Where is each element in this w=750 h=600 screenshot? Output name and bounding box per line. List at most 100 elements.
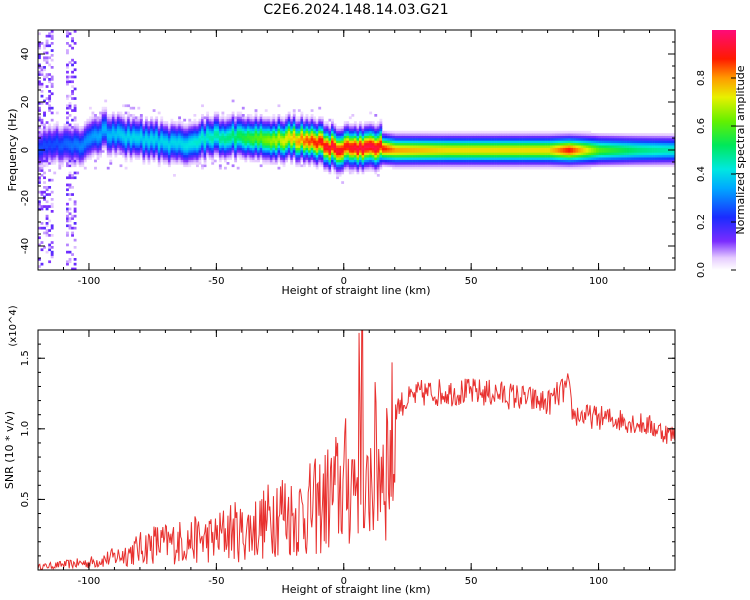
heatmap-cell: [511, 157, 515, 160]
heatmap-cell: [506, 159, 510, 163]
heatmap-cell: [478, 150, 482, 153]
heatmap-cell: [476, 140, 480, 144]
heatmap-cell: [338, 162, 342, 165]
heatmap-cell: [280, 162, 283, 165]
heatmap-cell: [501, 154, 505, 158]
heatmap-cell: [590, 150, 594, 153]
heatmap-cell: [359, 130, 362, 134]
heatmap-cell: [155, 123, 159, 127]
heatmap-cell: [272, 118, 276, 122]
heatmap-cell: [137, 118, 141, 122]
heatmap-cell: [412, 164, 416, 168]
heatmap-cell: [139, 147, 143, 151]
heatmap-cell: [356, 150, 360, 153]
heatmap-cell: [124, 111, 128, 115]
heatmap-cell: [73, 106, 77, 110]
heatmap-cell: [50, 78, 54, 81]
heatmap-cell: [532, 150, 536, 153]
heatmap-cell: [282, 164, 286, 168]
heatmap-cell: [359, 154, 362, 158]
heatmap-cell: [40, 154, 44, 158]
heatmap-cell: [613, 159, 617, 163]
heatmap-cell: [116, 145, 120, 148]
heatmap-cell: [522, 162, 525, 165]
heatmap-cell: [315, 130, 319, 134]
heatmap-cell: [545, 150, 548, 153]
heatmap-cell: [598, 147, 602, 151]
heatmap-cell: [524, 147, 528, 151]
heatmap-cell: [562, 135, 566, 139]
heatmap-cell: [359, 162, 362, 165]
heatmap-cell: [410, 135, 413, 139]
heatmap-cell: [63, 157, 67, 160]
heatmap-cell: [315, 152, 319, 156]
heatmap-cell: [229, 123, 232, 127]
heatmap-cell: [376, 140, 380, 144]
heatmap-cell: [142, 145, 146, 148]
heatmap-cell: [73, 157, 77, 160]
heatmap-cell: [58, 130, 62, 134]
heatmap-cell: [285, 114, 289, 117]
heatmap-cell: [213, 130, 217, 134]
heatmap-cell: [476, 135, 480, 139]
heatmap-cell: [249, 140, 253, 144]
heatmap-cell: [216, 147, 220, 151]
heatmap-cell: [71, 130, 74, 134]
heatmap-cell: [129, 133, 133, 136]
heatmap-cell: [545, 145, 548, 148]
heatmap-cell: [236, 133, 240, 136]
heatmap-cell: [246, 130, 250, 134]
heatmap-cell: [478, 135, 482, 139]
heatmap-cell: [193, 130, 197, 134]
heatmap-cell: [654, 157, 658, 160]
heatmap-cell: [537, 166, 541, 170]
heatmap-cell: [226, 150, 230, 153]
heatmap-cell: [183, 128, 187, 132]
heatmap-cell: [262, 123, 266, 127]
heatmap-cell: [351, 150, 355, 153]
heatmap-cell: [315, 118, 319, 122]
heatmap-cell: [356, 166, 360, 170]
heatmap-cell: [208, 138, 212, 141]
heatmap-cell: [471, 130, 475, 134]
heatmap-cell: [412, 147, 416, 151]
heatmap-cell: [167, 140, 171, 144]
heatmap-cell: [432, 152, 436, 156]
heatmap-cell: [203, 154, 207, 158]
heatmap-cell: [272, 116, 276, 120]
heatmap-cell: [234, 116, 238, 120]
heatmap-cell: [644, 135, 648, 139]
heatmap-cell: [379, 130, 383, 134]
heatmap-cell: [73, 238, 77, 242]
heatmap-cell: [514, 142, 518, 146]
heatmap-cell: [142, 147, 146, 151]
heatmap-cell: [231, 133, 235, 136]
heatmap-cell: [412, 152, 416, 156]
heatmap-cell: [38, 114, 41, 117]
heatmap-cell: [313, 116, 317, 120]
heatmap-cell: [318, 145, 322, 148]
heatmap-cell: [501, 162, 505, 165]
heatmap-cell: [399, 147, 403, 151]
heatmap-cell: [127, 116, 131, 120]
heatmap-cell: [343, 157, 347, 160]
heatmap-cell: [226, 121, 230, 124]
heatmap-cell: [262, 150, 266, 153]
heatmap-cell: [40, 162, 44, 165]
heatmap-cell: [206, 145, 210, 148]
heatmap-cell: [417, 150, 421, 153]
heatmap-cell: [376, 159, 380, 163]
heatmap-cell: [201, 164, 204, 168]
heatmap-cell: [346, 138, 350, 141]
heatmap-cell: [338, 142, 342, 146]
heatmap-cell: [68, 193, 72, 196]
heatmap-cell: [338, 130, 342, 134]
heatmap-cell: [565, 140, 569, 144]
heatmap-cell: [489, 130, 492, 134]
heatmap-cell: [71, 63, 74, 67]
heatmap-cell: [432, 138, 436, 141]
heatmap-cell: [468, 164, 472, 168]
heatmap-cell: [254, 157, 258, 160]
heatmap-cell: [218, 154, 222, 158]
heatmap-cell: [652, 147, 655, 151]
